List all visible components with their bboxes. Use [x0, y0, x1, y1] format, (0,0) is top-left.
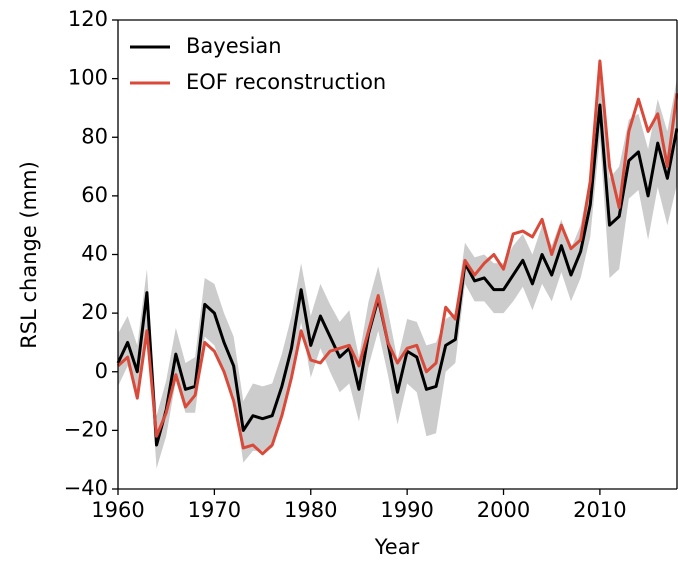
legend-label: Bayesian — [186, 34, 282, 58]
legend-label: EOF reconstruction — [186, 70, 386, 94]
x-tick-label: 1970 — [188, 498, 241, 522]
y-tick-label: −20 — [64, 417, 108, 441]
series-line — [116, 59, 678, 456]
y-tick-label: 40 — [81, 242, 108, 266]
x-tick-label: 1960 — [91, 498, 144, 522]
y-tick-label: 100 — [68, 66, 108, 90]
y-tick-label: 60 — [81, 183, 108, 207]
y-tick-label: 0 — [95, 359, 108, 383]
series-line — [116, 103, 678, 447]
y-tick-label: 120 — [68, 7, 108, 31]
y-tick-label: −40 — [64, 476, 108, 500]
x-tick-label: 2000 — [477, 498, 530, 522]
y-axis-label: RSL change (mm) — [17, 161, 41, 349]
x-axis-label: Year — [374, 535, 420, 559]
x-tick-label: 1980 — [284, 498, 337, 522]
x-tick-label: 2010 — [573, 498, 626, 522]
y-tick-label: 20 — [81, 300, 108, 324]
x-tick-label: 1990 — [380, 498, 433, 522]
y-tick-label: 80 — [81, 124, 108, 148]
